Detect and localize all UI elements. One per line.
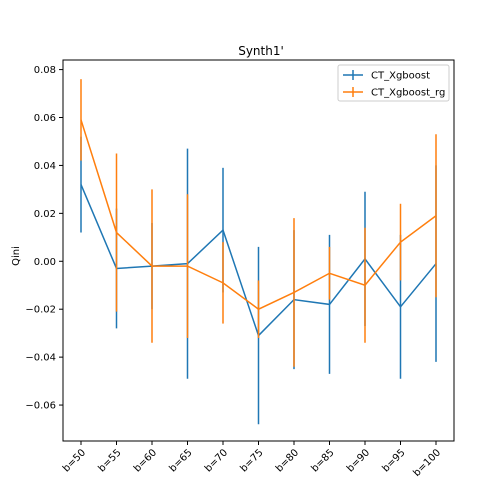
y-tick-label: 0.04 <box>34 161 56 172</box>
plot-frame <box>62 59 455 442</box>
y-tick-label: −0.04 <box>25 353 56 364</box>
y-axis-label: Qini <box>11 246 22 266</box>
chart-title: Synth1' <box>238 44 284 58</box>
y-tick-label: 0.02 <box>34 209 56 220</box>
legend-label: CT_Xgboost <box>371 71 430 82</box>
legend: CT_Xgboost CT_Xgboost_rg <box>337 64 450 102</box>
y-tick-label: 0.08 <box>34 65 56 76</box>
y-tick-label: −0.02 <box>25 305 56 316</box>
legend-box <box>337 64 450 102</box>
series-line <box>80 119 437 311</box>
legend-label: CT_Xgboost_rg <box>371 88 445 99</box>
y-tick-label: −0.06 <box>25 401 56 412</box>
y-axis-ticks: −0.06 −0.04 −0.02 0.00 0.02 0.04 0.06 0.08 <box>25 65 63 412</box>
y-tick-label: 0.00 <box>34 257 56 268</box>
y-tick-label: 0.06 <box>34 113 56 124</box>
series-2 <box>80 79 437 367</box>
series-layer <box>80 79 437 425</box>
